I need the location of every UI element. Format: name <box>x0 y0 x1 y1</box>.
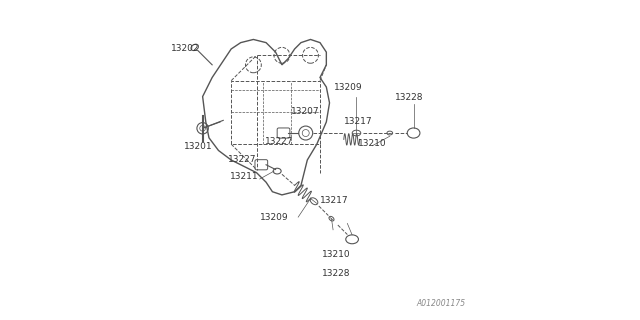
Text: 13210: 13210 <box>321 250 350 259</box>
Text: 13209: 13209 <box>334 83 363 92</box>
Text: 13227: 13227 <box>228 155 257 164</box>
Text: 13227: 13227 <box>264 137 293 146</box>
Text: 13207: 13207 <box>291 107 320 116</box>
Text: 13202: 13202 <box>171 44 200 52</box>
Text: 13210: 13210 <box>358 139 387 148</box>
Text: 13217: 13217 <box>320 196 349 205</box>
Text: 13228: 13228 <box>395 93 423 102</box>
Text: 13201: 13201 <box>184 142 212 151</box>
Text: A012001175: A012001175 <box>416 299 465 308</box>
Text: 13228: 13228 <box>321 269 350 278</box>
Text: 13217: 13217 <box>344 116 372 125</box>
Text: 13211: 13211 <box>230 172 258 181</box>
Text: 13209: 13209 <box>260 213 288 222</box>
